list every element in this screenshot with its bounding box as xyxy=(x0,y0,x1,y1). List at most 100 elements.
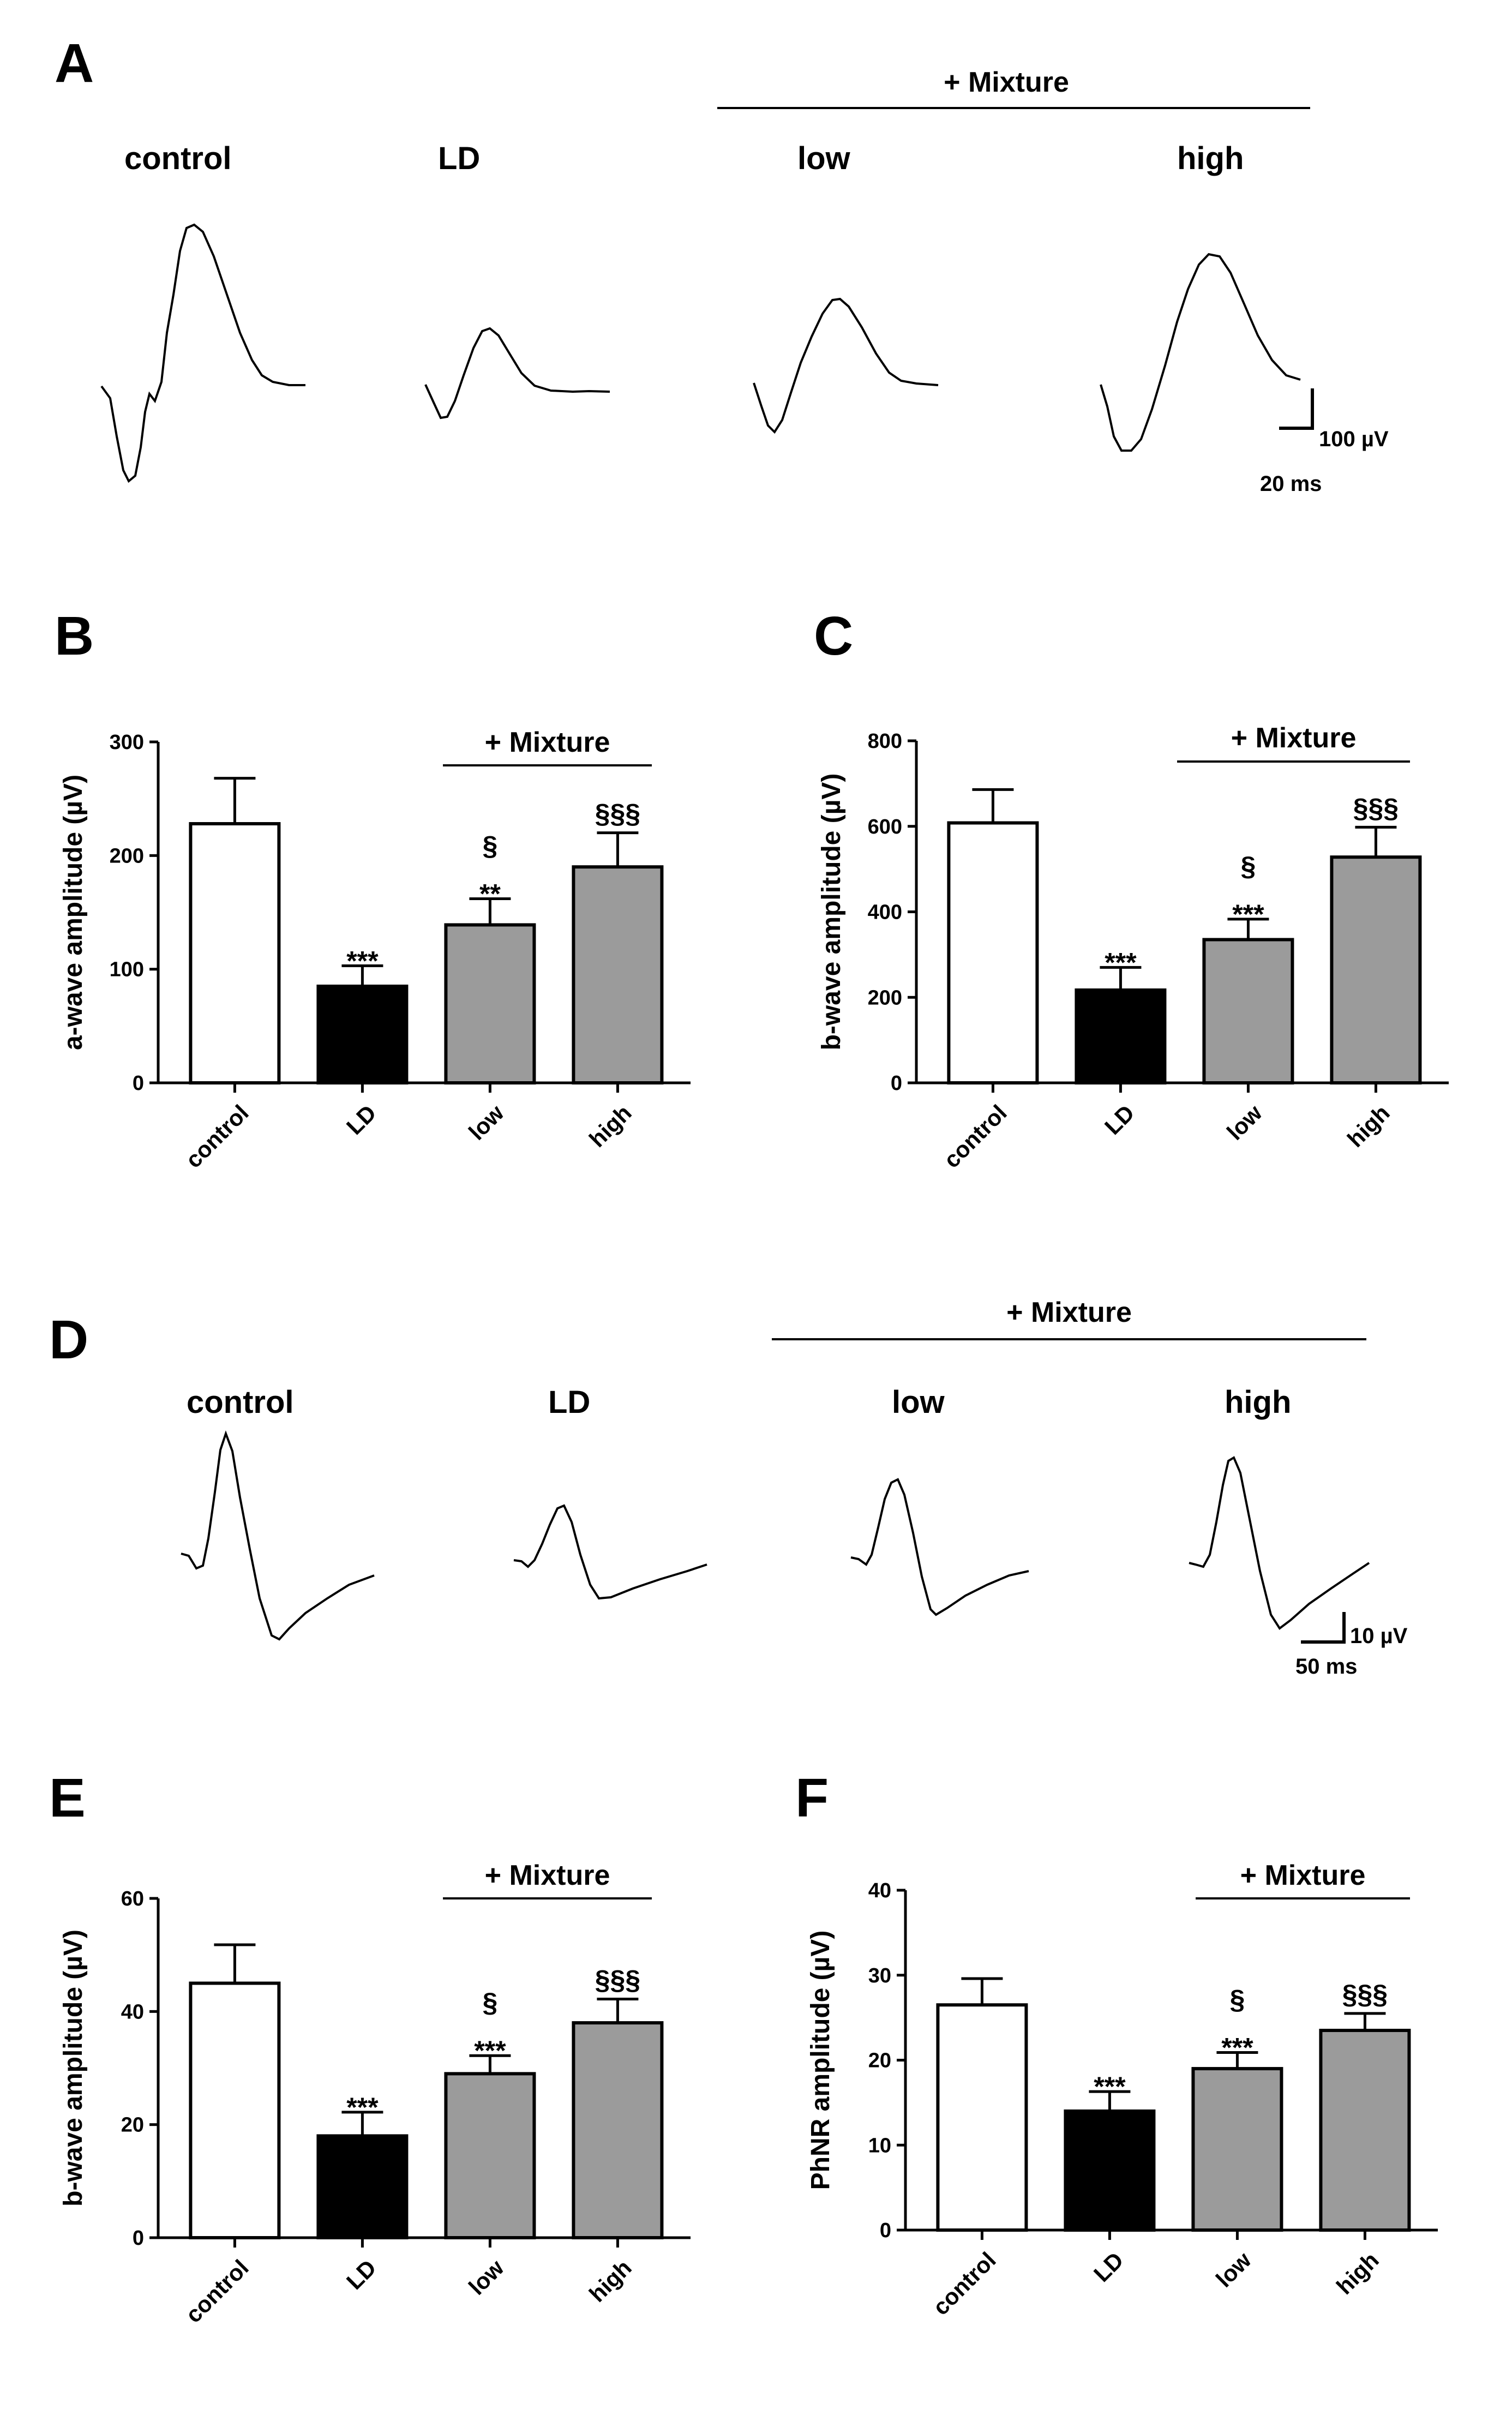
panel-letter-a: A xyxy=(55,33,94,94)
erg-trace-low-d xyxy=(850,1478,1029,1616)
mixture-label-d: + Mixture xyxy=(1006,1297,1132,1328)
significance-c-low-0: § xyxy=(1240,851,1256,882)
significance-f-low-1: *** xyxy=(1221,2032,1253,2063)
x-tick-label-e-high: high xyxy=(584,2255,637,2307)
significance-f-high-0: §§§ xyxy=(1342,1979,1388,2010)
chart-c: C 0 200 400 600 800 b-wave amplitude (µV) cont… xyxy=(814,606,1449,1173)
mixture-label-e: + Mixture xyxy=(485,1860,610,1891)
scale-amplitude-d: 10 µV xyxy=(1350,1624,1408,1648)
significance-f-low-0: § xyxy=(1229,1984,1245,2015)
bar-c-control xyxy=(947,821,1039,1084)
chart-b: B 0 100 200 300 a-wave amplitude (µV) control… xyxy=(55,606,691,1173)
y-axis-label-b: a-wave amplitude (µV) xyxy=(59,775,88,1050)
erg-trace-control-d xyxy=(181,1430,375,1641)
x-tick-label-f-high: high xyxy=(1331,2247,1384,2299)
bar-f-ld xyxy=(1064,2109,1156,2232)
panel-d: D + Mixture control LD low high 10 µV 50… xyxy=(49,1297,1408,1679)
x-tick-label-c-low: low xyxy=(1222,1100,1267,1145)
scale-bar-a xyxy=(1279,388,1314,430)
trace-label-ld-d: LD xyxy=(548,1385,590,1420)
erg-trace-high-d xyxy=(1189,1456,1370,1630)
mixture-label-a: + Mixture xyxy=(944,67,1069,98)
bar-f-control xyxy=(936,2003,1028,2232)
panel-a: A + Mixture control LD low high 100 µV 2… xyxy=(55,33,1389,496)
panel-letter-c: C xyxy=(814,606,853,667)
trace-label-high-d: high xyxy=(1225,1385,1291,1420)
panel-letter-d: D xyxy=(49,1309,88,1370)
significance-c-high-0: §§§ xyxy=(1353,793,1399,823)
y-tick-label-e-1: 20 xyxy=(121,2114,144,2137)
significance-e-low-0: § xyxy=(482,1987,497,2018)
significance-b-high-0: §§§ xyxy=(595,799,640,829)
y-tick-label-f-4: 40 xyxy=(868,1879,891,1902)
erg-trace-low-a xyxy=(753,297,939,434)
bar-e-control xyxy=(189,1981,281,2239)
x-tick-label-e-low: low xyxy=(464,2255,509,2300)
bar-b-ld xyxy=(316,984,409,1084)
erg-trace-control-a xyxy=(100,223,305,483)
y-axis-label-f: PhNR amplitude (µV) xyxy=(806,1931,835,2190)
y-tick-label-f-2: 20 xyxy=(868,2050,891,2072)
y-tick-label-b-2: 200 xyxy=(110,844,144,867)
y-tick-label-c-2: 400 xyxy=(868,901,902,924)
y-tick-label-c-1: 200 xyxy=(868,986,902,1009)
y-tick-label-e-2: 40 xyxy=(121,2000,144,2023)
significance-c-ld-0: *** xyxy=(1105,947,1137,978)
y-tick-label-b-0: 0 xyxy=(133,1072,144,1095)
significance-b-low-1: ** xyxy=(479,879,501,909)
significance-f-ld-0: *** xyxy=(1094,2071,1126,2102)
y-tick-label-c-4: 800 xyxy=(868,730,902,753)
significance-b-ld-0: *** xyxy=(346,945,379,976)
significance-c-low-1: *** xyxy=(1232,899,1264,930)
y-tick-label-b-3: 300 xyxy=(110,731,144,754)
x-tick-label-b-high: high xyxy=(584,1100,637,1152)
chart-e: E 0 20 40 60 b-wave amplitude (µV) control ***… xyxy=(49,1767,691,2328)
x-tick-label-f-control: control xyxy=(928,2247,1001,2320)
bar-b-control xyxy=(189,822,281,1084)
bar-c-high xyxy=(1330,855,1422,1085)
erg-trace-ld-d xyxy=(513,1504,707,1600)
significance-b-low-0: § xyxy=(482,831,497,861)
panel-letter-e: E xyxy=(49,1767,86,1829)
bar-f-low xyxy=(1191,2067,1283,2232)
significance-e-ld-0: *** xyxy=(346,2092,379,2123)
trace-label-low-d: low xyxy=(892,1385,945,1420)
y-tick-label-c-0: 0 xyxy=(891,1072,902,1095)
mixture-label-f: + Mixture xyxy=(1240,1860,1366,1891)
y-tick-label-f-1: 10 xyxy=(868,2134,891,2157)
bar-b-low xyxy=(444,923,536,1084)
bar-e-high xyxy=(572,2021,664,2239)
x-tick-label-c-control: control xyxy=(939,1100,1012,1173)
y-tick-label-f-3: 30 xyxy=(868,1964,891,1987)
x-tick-label-b-control: control xyxy=(181,1100,254,1173)
trace-label-ld-a: LD xyxy=(438,141,480,176)
scale-amplitude-a: 100 µV xyxy=(1319,427,1389,451)
bar-e-ld xyxy=(316,2134,409,2239)
mixture-label-c: + Mixture xyxy=(1231,722,1357,754)
y-tick-label-e-3: 60 xyxy=(121,1887,144,1910)
bar-f-high xyxy=(1319,2028,1411,2232)
scale-time-a: 20 ms xyxy=(1260,472,1322,496)
trace-label-control-d: control xyxy=(187,1385,294,1420)
x-tick-label-e-control: control xyxy=(181,2255,254,2328)
y-tick-label-e-0: 0 xyxy=(133,2227,144,2250)
x-tick-label-c-high: high xyxy=(1342,1100,1395,1152)
y-axis-label-e: b-wave amplitude (µV) xyxy=(59,1929,88,2207)
trace-label-control-a: control xyxy=(124,141,232,176)
trace-label-low-a: low xyxy=(797,141,851,176)
trace-label-high-a: high xyxy=(1177,141,1244,176)
x-tick-label-b-ld: LD xyxy=(341,1100,381,1140)
significance-e-high-0: §§§ xyxy=(595,1965,640,1995)
panel-letter-f: F xyxy=(795,1767,829,1829)
mixture-label-b: + Mixture xyxy=(485,727,610,758)
scale-time-d: 50 ms xyxy=(1295,1655,1357,1679)
y-tick-label-b-1: 100 xyxy=(110,958,144,981)
erg-trace-ld-a xyxy=(424,327,610,420)
x-tick-label-e-ld: LD xyxy=(341,2255,381,2294)
x-tick-label-f-ld: LD xyxy=(1089,2247,1129,2287)
significance-e-low-1: *** xyxy=(474,2035,506,2066)
bar-c-low xyxy=(1202,938,1294,1084)
y-tick-label-c-3: 600 xyxy=(868,816,902,838)
erg-trace-high-a xyxy=(1100,253,1301,452)
